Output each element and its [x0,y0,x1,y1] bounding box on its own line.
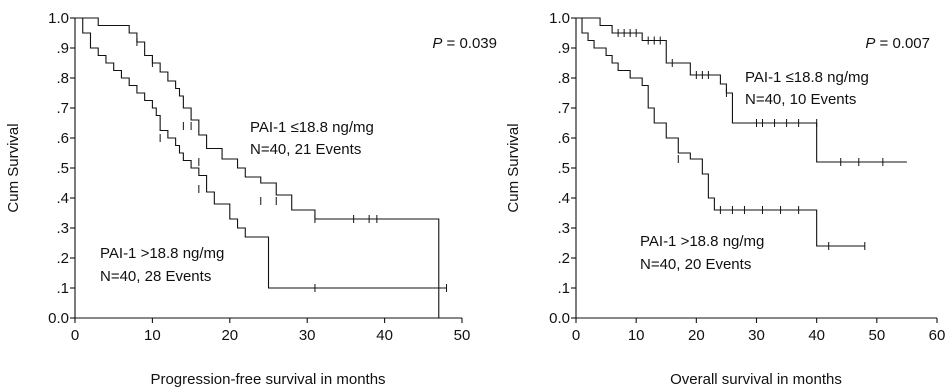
x-tick-label: 40 [808,327,825,344]
y-tick-label: .2 [557,250,570,267]
x-tick-label: 30 [748,327,765,344]
x-tick-label: 10 [628,327,645,344]
x-tick-label: 50 [454,327,471,344]
y-tick-label: .5 [557,160,570,177]
p-value: P = 0.007 [865,35,930,52]
p-value: P = 0.039 [432,35,497,52]
y-tick-label: .4 [56,190,69,207]
y-tick-label: .5 [56,160,69,177]
y-tick-label: .1 [56,280,69,297]
annotation-low: PAI-1 ≤18.8 ng/mg [250,119,374,136]
y-tick-label: .6 [557,130,570,147]
y-tick-label: 0.0 [549,310,570,327]
x-axis-label: Overall survival in months [670,371,842,388]
x-tick-label: 20 [688,327,705,344]
y-tick-label: 1.0 [549,10,570,27]
chart-panel-1: 0.0 .1 .2 .3 .4 .5 .6 .7 .8 .9 1.0 0 10 20 30 40 50 Cum S… [5,10,497,388]
annotation-low: N=40, 21 Events [250,141,361,158]
x-tick-label: 10 [144,327,161,344]
survival-curve-high [576,17,865,247]
y-tick-label: .4 [557,190,570,207]
survival-curve-low [75,17,440,318]
survival-curve-low [576,17,907,163]
y-tick-label: .3 [56,220,69,237]
annotation-high: N=40, 28 Events [100,268,211,285]
x-tick-label: 30 [299,327,316,344]
y-tick-label: .7 [557,100,570,117]
x-tick-label: 40 [376,327,393,344]
y-tick-label: .7 [56,100,69,117]
x-axis-label: Progression-free survival in months [150,371,385,388]
y-axis-label: Cum Survival [5,123,22,212]
survival-curve-high [75,17,447,289]
annotation-high: N=40, 20 Events [640,256,751,273]
x-tick-label: 20 [221,327,238,344]
y-tick-label: .6 [56,130,69,147]
annotation-high: PAI-1 >18.8 ng/mg [640,233,764,250]
axis-lines [575,18,937,319]
y-tick-label: .9 [56,40,69,57]
y-tick-label: 0.0 [48,310,69,327]
annotation-low: N=40, 10 Events [745,91,856,108]
x-tick-label: 0 [71,327,79,344]
chart-panel-2: 0.0 .1 .2 .3 .4 .5 .6 .7 .8 .9 1.0 0 10 20 30 40 50 60 Cum… [505,10,945,388]
y-tick-label: .1 [557,280,570,297]
annotation-low: PAI-1 ≤18.8 ng/mg [745,69,869,86]
annotation-high: PAI-1 >18.8 ng/mg [100,245,224,262]
y-tick-label: .8 [56,70,69,87]
y-tick-label: .8 [557,70,570,87]
y-axis-label: Cum Survival [505,123,522,212]
y-tick-label: .9 [557,40,570,57]
x-tick-label: 50 [868,327,885,344]
y-tick-label: 1.0 [48,10,69,27]
x-tick-label: 0 [572,327,580,344]
y-tick-label: .2 [56,250,69,267]
y-tick-label: .3 [557,220,570,237]
x-tick-label: 60 [929,327,946,344]
